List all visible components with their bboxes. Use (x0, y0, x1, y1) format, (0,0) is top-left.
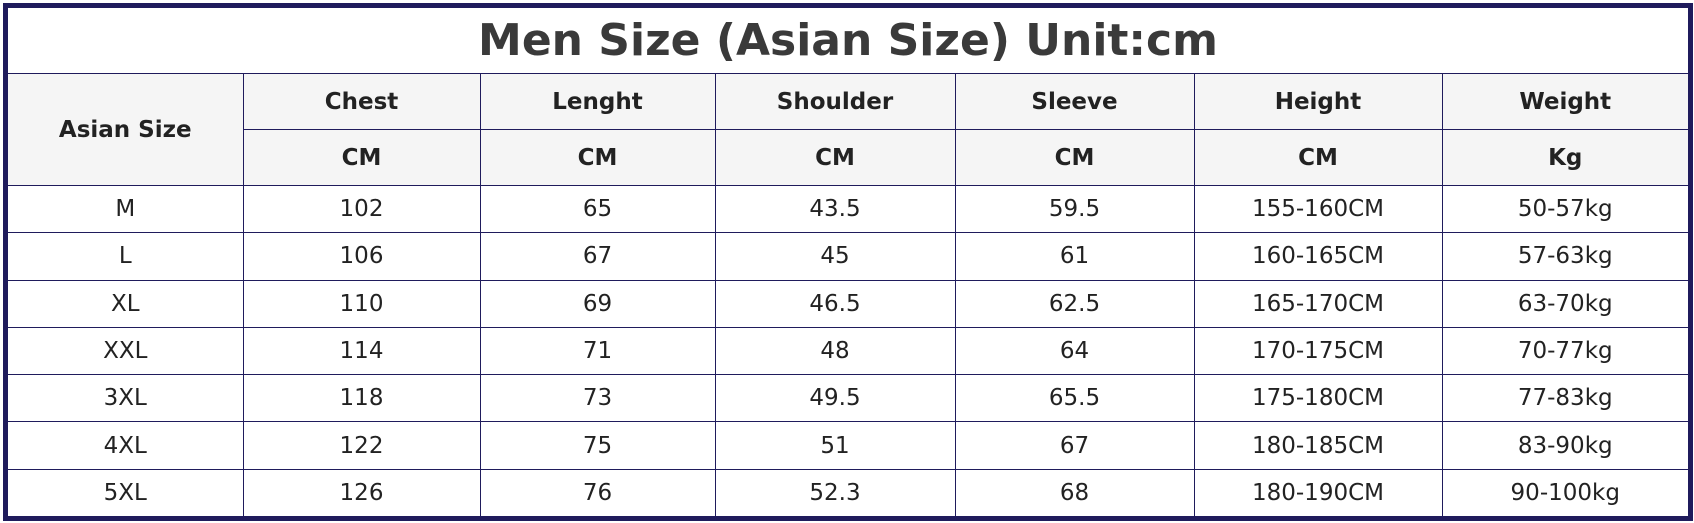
value-cell: 126 (242, 468, 481, 516)
value-cell: 73 (479, 374, 716, 423)
value-cell: 46.5 (714, 279, 956, 328)
column-header: Shoulder (714, 73, 956, 130)
value-cell: 106 (242, 232, 481, 281)
value-cell: 175-180CM (1193, 374, 1443, 423)
table-row: 5XL 126 76 52.3 68 180-190CM 90-100kg (8, 468, 1688, 516)
value-cell: 114 (242, 326, 481, 376)
value-cell: 65.5 (954, 374, 1195, 423)
column-header: Height (1193, 73, 1443, 130)
column-unit: CM (1193, 129, 1443, 186)
value-cell: 69 (479, 279, 716, 328)
value-cell: 67 (954, 421, 1195, 470)
value-cell: 52.3 (714, 468, 956, 516)
size-cell: XXL (8, 326, 244, 376)
value-cell: 170-175CM (1193, 326, 1443, 376)
value-cell: 90-100kg (1441, 468, 1688, 516)
column-unit: CM (243, 129, 481, 186)
column-header: Chest (242, 73, 481, 130)
table-row: 3XL 118 73 49.5 65.5 175-180CM 77-83kg (8, 374, 1688, 423)
table-row: XXL 114 71 48 64 170-175CM 70-77kg (8, 326, 1688, 376)
value-cell: 75 (479, 421, 716, 470)
value-cell: 71 (479, 326, 716, 376)
value-cell: 180-190CM (1193, 468, 1443, 516)
size-header: Asian Size (8, 73, 244, 186)
chart-title: Men Size (Asian Size) Unit:cm (8, 8, 1688, 74)
value-cell: 45 (714, 232, 956, 281)
value-cell: 65 (479, 184, 716, 234)
value-cell: 110 (242, 279, 481, 328)
size-cell: 5XL (8, 468, 244, 516)
value-cell: 59.5 (954, 184, 1195, 234)
value-cell: 77-83kg (1441, 374, 1688, 423)
table-row: XL 110 69 46.5 62.5 165-170CM 63-70kg (8, 279, 1688, 328)
value-cell: 180-185CM (1193, 421, 1443, 470)
value-cell: 50-57kg (1441, 184, 1688, 234)
value-cell: 61 (954, 232, 1195, 281)
value-cell: 57-63kg (1441, 232, 1688, 281)
value-cell: 122 (242, 421, 481, 470)
value-cell: 83-90kg (1441, 421, 1688, 470)
value-cell: 51 (714, 421, 956, 470)
size-cell: XL (8, 279, 244, 328)
value-cell: 68 (954, 468, 1195, 516)
value-cell: 48 (714, 326, 956, 376)
column-unit: CM (954, 129, 1195, 186)
value-cell: 63-70kg (1441, 279, 1688, 328)
size-chart: Men Size (Asian Size) Unit:cm Asian Size… (3, 3, 1693, 521)
value-cell: 165-170CM (1193, 279, 1443, 328)
column-unit: CM (714, 129, 956, 186)
value-cell: 76 (479, 468, 716, 516)
size-cell: M (8, 184, 244, 234)
column-header: Sleeve (954, 73, 1195, 130)
value-cell: 118 (242, 374, 481, 423)
value-cell: 67 (479, 232, 716, 281)
value-cell: 49.5 (714, 374, 956, 423)
table-row: M 102 65 43.5 59.5 155-160CM 50-57kg (8, 184, 1688, 234)
value-cell: 43.5 (714, 184, 956, 234)
size-cell: L (8, 232, 244, 281)
value-cell: 64 (954, 326, 1195, 376)
value-cell: 155-160CM (1193, 184, 1443, 234)
size-cell: 3XL (8, 374, 244, 423)
size-cell: 4XL (8, 421, 244, 470)
column-header: Weight (1441, 73, 1688, 130)
value-cell: 160-165CM (1193, 232, 1443, 281)
table-row: L 106 67 45 61 160-165CM 57-63kg (8, 232, 1688, 281)
column-unit: CM (479, 129, 716, 186)
value-cell: 70-77kg (1441, 326, 1688, 376)
size-table: Men Size (Asian Size) Unit:cm Asian Size… (8, 8, 1688, 516)
column-unit: Kg (1441, 129, 1688, 186)
value-cell: 102 (242, 184, 481, 234)
value-cell: 62.5 (954, 279, 1195, 328)
column-header: Lenght (479, 73, 716, 130)
table-row: 4XL 122 75 51 67 180-185CM 83-90kg (8, 421, 1688, 470)
